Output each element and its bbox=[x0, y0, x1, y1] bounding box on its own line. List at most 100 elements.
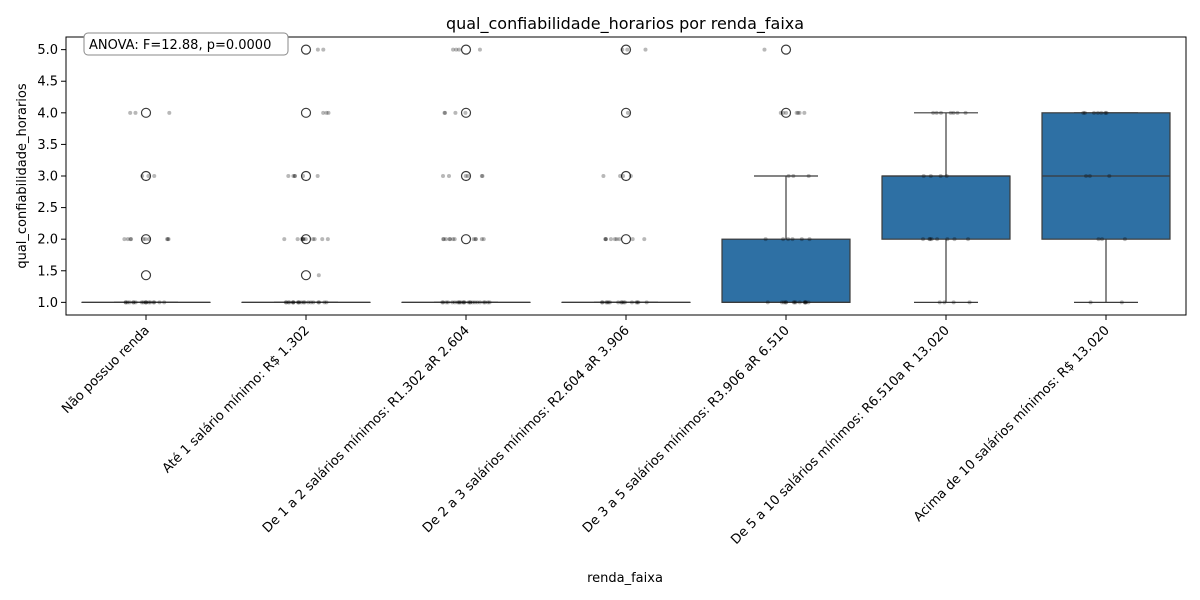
strip-point bbox=[938, 110, 943, 115]
strip-point bbox=[315, 47, 320, 52]
outlier-point bbox=[460, 107, 472, 118]
strip-point bbox=[475, 300, 480, 305]
strip-point bbox=[286, 300, 291, 305]
strip-point bbox=[781, 237, 786, 242]
strip-point bbox=[131, 300, 136, 305]
strip-point bbox=[606, 300, 611, 305]
outlier-point bbox=[620, 107, 632, 118]
strip-point bbox=[479, 237, 484, 242]
strip-point bbox=[133, 300, 138, 305]
strip-point bbox=[322, 300, 327, 305]
strip-point bbox=[287, 300, 292, 305]
anova-annotation: ANOVA: F=12.88, p=0.0000 bbox=[83, 32, 289, 56]
strip-point bbox=[938, 174, 943, 178]
strip-point bbox=[1082, 110, 1087, 115]
box-group bbox=[561, 44, 691, 303]
anova-annotation-text: ANOVA: F=12.88, p=0.0000 bbox=[89, 38, 271, 53]
strip-point bbox=[945, 237, 950, 242]
strip-point bbox=[448, 237, 453, 242]
strip-point bbox=[619, 300, 624, 305]
strip-point bbox=[643, 47, 648, 52]
y-axis-label: qual_confiabilidade_horarios bbox=[15, 83, 30, 269]
y-tick-label: 2.5 bbox=[37, 201, 58, 216]
y-tick-label: 2.0 bbox=[37, 233, 58, 248]
strip-point bbox=[165, 237, 170, 242]
strip-point bbox=[453, 110, 458, 115]
strip-point bbox=[143, 300, 148, 305]
outlier-point bbox=[300, 270, 312, 281]
strip-point bbox=[803, 300, 808, 305]
box-group bbox=[241, 44, 371, 303]
strip-point bbox=[462, 300, 467, 305]
strip-point bbox=[123, 300, 128, 305]
strip-point bbox=[473, 237, 478, 242]
strip-point bbox=[282, 237, 287, 242]
strip-point bbox=[444, 300, 449, 305]
strip-point bbox=[308, 300, 313, 305]
strip-point bbox=[125, 237, 130, 242]
strip-point bbox=[441, 237, 446, 242]
x-tick-label: Não possuo renda bbox=[59, 323, 153, 417]
strip-point bbox=[139, 300, 144, 305]
plot-area bbox=[65, 36, 1187, 316]
strip-point bbox=[942, 300, 947, 305]
strip-point bbox=[473, 237, 478, 242]
x-tick-label: Até 1 salário mínimo: R$ 1.302 bbox=[160, 323, 313, 476]
strip-point bbox=[325, 237, 330, 242]
strip-point bbox=[303, 237, 308, 242]
strip-point bbox=[455, 300, 460, 305]
strip-point bbox=[463, 174, 468, 178]
strip-point bbox=[468, 300, 473, 305]
strip-point bbox=[446, 300, 451, 305]
strip-point bbox=[457, 300, 462, 305]
y-tick-label: 1.5 bbox=[37, 264, 58, 279]
strip-point bbox=[605, 300, 610, 305]
strip-point bbox=[1119, 300, 1124, 305]
outlier-point bbox=[620, 170, 632, 182]
strip-point bbox=[600, 300, 605, 305]
strip-point bbox=[803, 300, 808, 305]
strip-point bbox=[299, 300, 304, 305]
strip-point bbox=[619, 300, 624, 305]
strip-point bbox=[458, 300, 463, 305]
strip-point bbox=[441, 174, 446, 178]
strip-point bbox=[952, 237, 957, 242]
strip-point bbox=[128, 237, 133, 242]
strip-point bbox=[286, 174, 291, 178]
box bbox=[721, 238, 851, 303]
box-group bbox=[881, 112, 1011, 303]
strip-point bbox=[324, 300, 329, 305]
strip-point bbox=[440, 300, 445, 305]
strip-point bbox=[292, 174, 297, 178]
strip-point bbox=[296, 300, 301, 305]
strip-point bbox=[799, 237, 804, 242]
strip-point bbox=[797, 300, 802, 305]
outlier-point bbox=[300, 107, 312, 118]
strip-point bbox=[1087, 174, 1092, 178]
outlier-point bbox=[620, 234, 632, 245]
strip-point bbox=[608, 237, 613, 242]
strip-point bbox=[762, 47, 767, 52]
strip-point bbox=[478, 300, 483, 305]
strip-point bbox=[621, 300, 626, 305]
boxes-layer bbox=[81, 44, 1171, 303]
strip-point bbox=[601, 174, 606, 178]
strip-point bbox=[141, 300, 146, 305]
strip-point bbox=[929, 237, 934, 242]
y-axis: 1.0 1.5 2.0 2.5 3.0 3.5 4.0 4.5 5.0 bbox=[37, 43, 66, 311]
strip-point bbox=[317, 300, 322, 305]
outlier-point bbox=[300, 44, 312, 55]
strip-point bbox=[128, 110, 133, 115]
strip-point bbox=[324, 110, 329, 115]
strip-point bbox=[483, 300, 488, 305]
strip-point bbox=[301, 237, 306, 242]
strip-point bbox=[791, 174, 796, 178]
strip-point bbox=[763, 237, 768, 242]
strip-point bbox=[963, 110, 968, 115]
strip-point bbox=[793, 300, 798, 305]
strip-point bbox=[635, 300, 640, 305]
x-axis: Não possuo renda Até 1 salário mínimo: R$… bbox=[59, 315, 1113, 548]
strip-point bbox=[146, 300, 151, 305]
strip-point bbox=[1088, 300, 1093, 305]
strip-point bbox=[470, 300, 475, 305]
